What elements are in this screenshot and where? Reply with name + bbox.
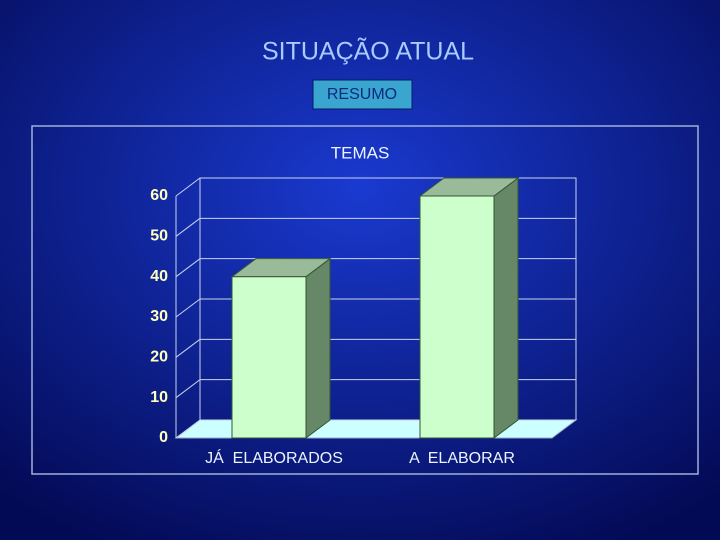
grid-line-side bbox=[175, 177, 201, 197]
bar-front bbox=[231, 276, 307, 439]
grid-line-side bbox=[175, 217, 201, 237]
bar-front bbox=[419, 195, 495, 439]
bar-side bbox=[305, 257, 331, 439]
y-tick-label: 30 bbox=[150, 308, 168, 325]
bar-top bbox=[418, 177, 520, 197]
grid-line-side bbox=[175, 419, 201, 439]
grid-line-side bbox=[175, 298, 201, 318]
subtitle-box bbox=[312, 79, 413, 110]
bar-side bbox=[493, 177, 519, 439]
y-tick-label: 10 bbox=[150, 389, 168, 406]
y-tick-label: 0 bbox=[159, 429, 168, 446]
y-tick-label: 50 bbox=[150, 228, 168, 245]
x-tick-label: JÁ ELABORADOS bbox=[205, 448, 343, 467]
bar-top bbox=[230, 258, 332, 278]
subtitle: RESUMO bbox=[327, 86, 397, 103]
slide-title: SITUAÇÃO ATUAL bbox=[262, 37, 474, 66]
y-tick-label: 60 bbox=[150, 187, 168, 204]
grid-line-side bbox=[175, 258, 201, 278]
chart-frame bbox=[31, 125, 699, 475]
y-tick-label: 40 bbox=[150, 268, 168, 285]
x-tick-label: A ELABORAR bbox=[409, 450, 515, 467]
chart-title: TEMAS bbox=[331, 143, 390, 162]
y-tick-label: 20 bbox=[150, 349, 168, 366]
grid-line-side bbox=[175, 379, 201, 399]
grid-line-side bbox=[175, 338, 201, 358]
